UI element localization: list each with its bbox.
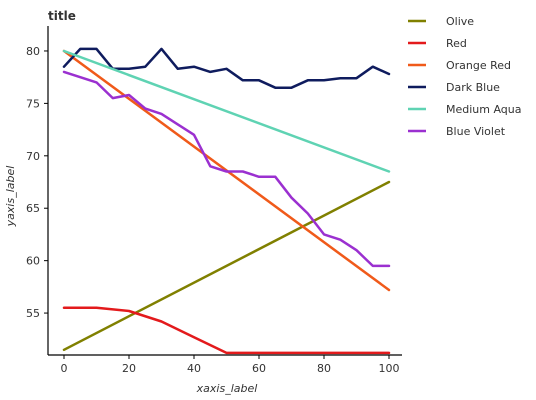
y-tick-label: 80 <box>26 45 40 58</box>
legend-label: Orange Red <box>446 59 511 72</box>
legend-item-olive: Olive <box>408 15 474 28</box>
y-axis: 55 60 65 70 75 80 <box>26 26 49 355</box>
legend-label: Blue Violet <box>446 125 506 138</box>
legend-label: Red <box>446 37 467 50</box>
y-axis-title: yaxis_label <box>4 166 17 228</box>
series-line-olive <box>62 180 391 352</box>
plot-area <box>62 47 391 355</box>
y-tick-label: 60 <box>26 255 40 268</box>
x-axis: 0 20 40 60 80 100 <box>48 354 402 375</box>
legend-item-dark-blue: Dark Blue <box>408 81 500 94</box>
x-tick-label: 40 <box>187 362 201 375</box>
x-tick-label: 60 <box>252 362 266 375</box>
x-tick-label: 20 <box>122 362 136 375</box>
x-axis-title: xaxis_label <box>196 382 258 395</box>
legend: Olive Red Orange Red Dark Blue Medium Aqua Bl… <box>408 15 522 138</box>
legend-label: Dark Blue <box>446 81 500 94</box>
x-tick-label: 80 <box>317 362 331 375</box>
legend-item-blue-violet: Blue Violet <box>408 125 506 138</box>
series-line-blue-violet <box>62 70 391 268</box>
y-tick-label: 70 <box>26 150 40 163</box>
y-tick-label: 75 <box>26 97 40 110</box>
x-tick-label: 100 <box>379 362 400 375</box>
legend-label: Medium Aqua <box>446 103 522 116</box>
series-line-red <box>62 306 391 355</box>
y-tick-label: 65 <box>26 202 40 215</box>
legend-item-red: Red <box>408 37 467 50</box>
x-tick-label: 0 <box>61 362 68 375</box>
legend-item-orange-red: Orange Red <box>408 59 511 72</box>
chart-title: title <box>48 9 76 23</box>
legend-item-medium-aqua: Medium Aqua <box>408 103 522 116</box>
series-line-dark-blue <box>62 47 391 89</box>
y-tick-label: 55 <box>26 307 40 320</box>
legend-label: Olive <box>446 15 474 28</box>
series-line-medium-aqua <box>62 49 391 173</box>
